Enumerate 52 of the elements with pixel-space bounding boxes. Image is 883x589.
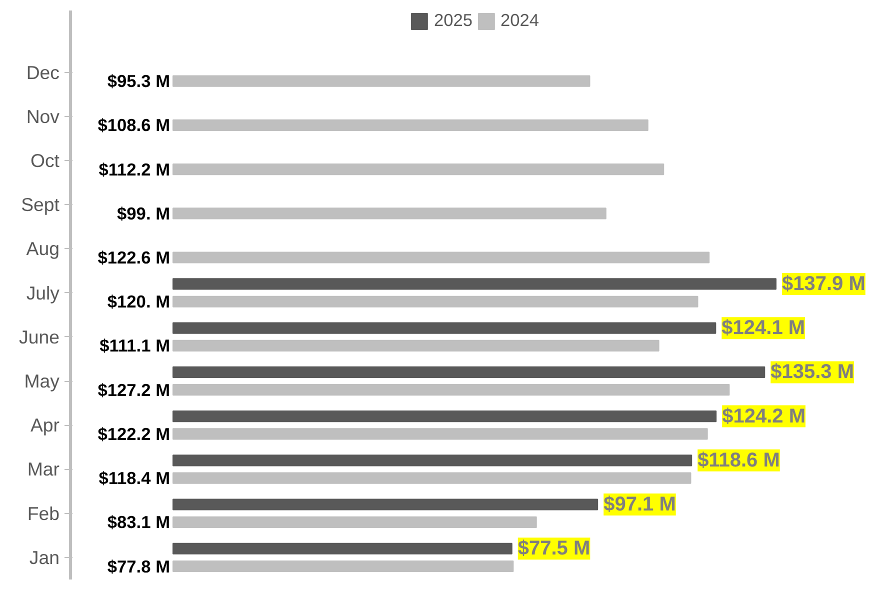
y-tick-label: July — [26, 282, 60, 304]
bar — [172, 560, 514, 572]
y-tick-label: Apr — [30, 414, 60, 436]
data-label: $83.1 M — [107, 512, 170, 532]
y-tick-label: Jan — [29, 546, 60, 568]
data-label: $137.9 M — [782, 272, 866, 295]
y-tick-label: Mar — [27, 458, 60, 480]
data-label: $127.2 M — [98, 380, 170, 400]
data-label: $118.6 M — [698, 449, 780, 472]
bar — [172, 119, 648, 131]
bar — [172, 296, 698, 308]
bar — [172, 340, 660, 352]
bar — [172, 498, 598, 510]
y-tick-label: Sept — [21, 194, 60, 216]
bar — [172, 278, 776, 290]
bar — [172, 472, 692, 484]
data-label: $108.6 M — [98, 115, 170, 136]
data-label: $77.5 M — [518, 538, 590, 560]
y-tick-label: Aug — [26, 238, 60, 260]
data-label: $112.2 M — [98, 159, 170, 180]
y-tick-label: Oct — [30, 150, 60, 171]
bar — [172, 208, 606, 220]
bar — [172, 410, 717, 422]
y-tick-label: June — [19, 326, 60, 348]
data-label: $97.1 M — [604, 494, 676, 516]
data-label: $99. M — [117, 203, 170, 224]
bar — [172, 75, 590, 87]
y-tick-label: May — [24, 370, 60, 392]
data-label: $120. M — [107, 292, 170, 312]
y-tick-label: Dec — [26, 62, 60, 83]
bar — [172, 252, 710, 264]
bar — [172, 164, 664, 176]
bar — [172, 542, 512, 554]
bar — [172, 454, 692, 466]
data-label: $122.2 M — [98, 424, 170, 444]
bar — [172, 384, 730, 396]
data-label: $122.6 M — [98, 248, 170, 268]
data-label: $135.3 M — [770, 361, 854, 384]
data-label: $124.2 M — [722, 405, 806, 428]
data-label: $77.8 M — [107, 556, 170, 576]
bar — [172, 322, 716, 334]
data-label: $124.1 M — [722, 317, 806, 340]
data-label: $111.1 M — [100, 336, 170, 356]
data-label: $95.3 M — [107, 71, 170, 92]
y-tick-label: Nov — [26, 106, 60, 127]
data-label: $118.4 M — [98, 468, 170, 488]
legend-label: 2024 — [500, 10, 540, 31]
y-tick-label: Feb — [27, 502, 60, 524]
bar — [172, 428, 708, 440]
legend-label: 2025 — [434, 10, 472, 31]
bar — [172, 366, 766, 378]
bar — [172, 516, 537, 528]
